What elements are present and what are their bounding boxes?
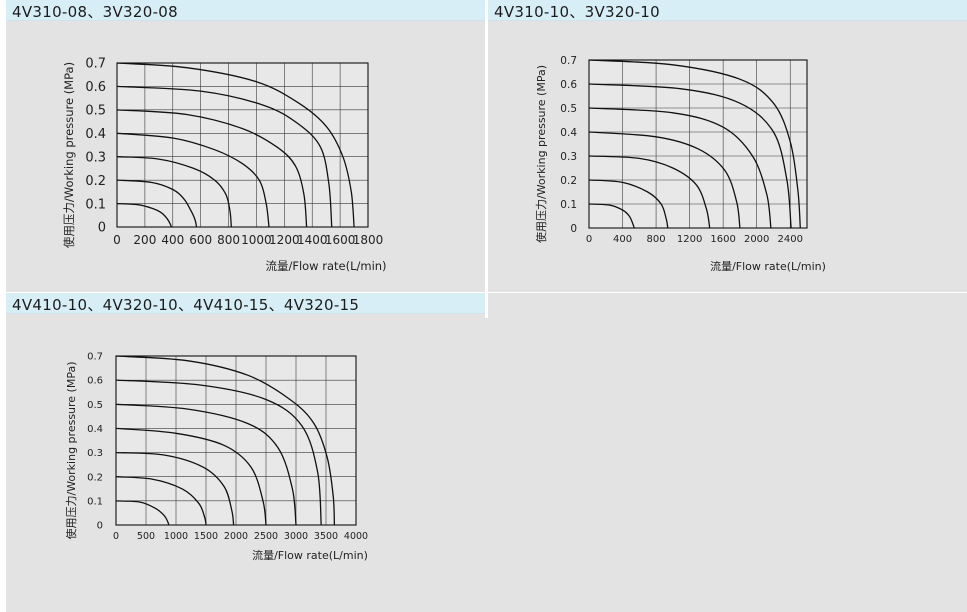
x-tick-label: 1800 <box>353 233 384 247</box>
y-tick-label: 0.6 <box>85 80 106 95</box>
panel-title: 4V310-10、3V320-10 <box>494 3 660 21</box>
series-line-4 <box>116 132 270 228</box>
series-line-6 <box>115 379 322 526</box>
x-tick-label: 800 <box>217 233 240 247</box>
series-line-1 <box>115 500 170 526</box>
x-tick-label: 1000 <box>241 233 272 247</box>
x-axis-label: 流量/Flow rate(L/min) <box>265 259 386 273</box>
plot-area <box>589 60 807 228</box>
x-tick-label: 2000 <box>224 531 248 542</box>
series-line-7 <box>116 62 355 228</box>
y-axis-label: 使用压力/Working pressure (MPa) <box>65 361 78 539</box>
x-tick-label: 3500 <box>314 531 338 542</box>
plot-frame <box>588 59 808 229</box>
x-tick-label: 0 <box>113 233 121 247</box>
series-line-3 <box>588 155 711 229</box>
y-tick-label: 0.4 <box>85 127 106 142</box>
x-tick-label: 0 <box>113 531 119 542</box>
series-line-6 <box>116 85 333 228</box>
panel-title: 4V310-08、3V320-08 <box>12 3 178 21</box>
series-line-1 <box>116 202 173 228</box>
panel-header: 4V410-10、4V320-10、4V410-15、4V320-15 <box>6 293 485 314</box>
y-tick-label: 0 <box>98 221 106 236</box>
y-tick-label: 0.3 <box>87 448 103 459</box>
y-tick-label: 0.7 <box>87 352 103 363</box>
x-tick-label: 3000 <box>284 531 308 542</box>
y-tick-label: 0.6 <box>87 376 103 387</box>
y-tick-label: 0.3 <box>85 150 106 165</box>
x-tick-label: 1200 <box>269 233 300 247</box>
series-line-2 <box>588 179 669 229</box>
panel-divider <box>485 0 488 318</box>
series-line-7 <box>588 59 801 229</box>
y-tick-label: 0.5 <box>87 400 103 411</box>
x-tick-label: 800 <box>647 234 666 245</box>
x-tick-label: 1200 <box>677 234 702 245</box>
x-tick-label: 0 <box>586 234 592 245</box>
y-tick-label: 0.1 <box>85 197 106 212</box>
y-tick-label: 0.7 <box>85 57 106 72</box>
y-tick-label: 0.5 <box>560 103 577 115</box>
series-line-7 <box>115 355 336 526</box>
y-tick-label: 0.2 <box>87 472 103 483</box>
chart-panel-3: 4V410-10、4V320-10、4V410-15、4V320-15 0 0.1… <box>6 293 967 612</box>
series-line-5 <box>116 109 308 228</box>
flow-chart-2: 0 0.1 0.2 0.3 0.4 0.5 0.6 0.7 0 400 800 1200 1600 200… <box>535 55 826 273</box>
x-axis-label: 流量/Flow rate(L/min) <box>710 259 826 273</box>
y-tick-label: 0.2 <box>85 174 106 189</box>
x-tick-label: 2500 <box>254 531 278 542</box>
x-tick-label: 1400 <box>297 233 328 247</box>
x-tick-label: 200 <box>133 233 156 247</box>
y-tick-label: 0.6 <box>560 79 577 91</box>
x-tick-label: 600 <box>189 233 212 247</box>
x-tick-label: 4000 <box>344 531 368 542</box>
x-tick-label: 1000 <box>164 531 188 542</box>
series-line-2 <box>116 179 198 228</box>
y-tick-label: 0.4 <box>87 424 103 435</box>
x-tick-label: 1500 <box>194 531 218 542</box>
series-line-3 <box>116 156 232 228</box>
series-line-1 <box>588 203 635 229</box>
x-tick-label: 1600 <box>325 233 356 247</box>
y-axis-label: 使用压力/Working pressure (MPa) <box>62 62 76 248</box>
y-tick-label: 0.5 <box>85 104 106 119</box>
plot-area <box>117 63 368 227</box>
x-tick-label: 400 <box>613 234 632 245</box>
y-tick-label: 0.1 <box>87 496 103 507</box>
x-tick-label: 500 <box>137 531 155 542</box>
series-line-2 <box>115 476 207 526</box>
chart-panel-2: 4V310-10、3V320-10 0 0.1 0.2 0.3 0.4 0.5 0.6 0.7… <box>488 0 967 292</box>
plot-frame <box>116 62 369 228</box>
x-tick-label: 2400 <box>778 234 803 245</box>
series-line-5 <box>115 403 297 526</box>
flow-chart-3: 0 0.1 0.2 0.3 0.4 0.5 0.6 0.7 0 500 1000 1500 2000 25… <box>65 352 368 562</box>
y-tick-label: 0 <box>570 223 577 235</box>
y-tick-label: 0.4 <box>560 127 577 139</box>
series-line-4 <box>115 427 267 526</box>
y-tick-label: 0.3 <box>560 151 577 163</box>
panel-header: 4V310-10、3V320-10 <box>488 0 967 21</box>
y-tick-label: 0.2 <box>560 175 577 187</box>
panel-title: 4V410-10、4V320-10、4V410-15、4V320-15 <box>12 296 360 314</box>
y-axis-label: 使用压力/Working pressure (MPa) <box>535 65 548 243</box>
panel-header: 4V310-08、3V320-08 <box>6 0 485 21</box>
chart-panel-1: 4V310-08、3V320-08 0 0.1 0.2 0.3 0.4 0.5 0.6 0.7… <box>6 0 485 292</box>
flow-chart-1: 00.10.20.30.40.50.60.70 200 400 600 800 10001… <box>62 57 387 273</box>
y-tick-label: 0.7 <box>560 55 577 67</box>
series-line-4 <box>588 131 741 229</box>
x-tick-label: 400 <box>161 233 184 247</box>
y-tick-label: 0.1 <box>560 199 577 211</box>
x-tick-label: 2000 <box>744 234 769 245</box>
y-tick-label: 0 <box>97 521 103 532</box>
plot-frame <box>115 355 357 526</box>
x-axis-label: 流量/Flow rate(L/min) <box>252 548 368 562</box>
series-line-5 <box>588 107 772 229</box>
x-tick-label: 1600 <box>710 234 735 245</box>
series-line-3 <box>115 451 235 526</box>
series-line-6 <box>588 83 792 229</box>
